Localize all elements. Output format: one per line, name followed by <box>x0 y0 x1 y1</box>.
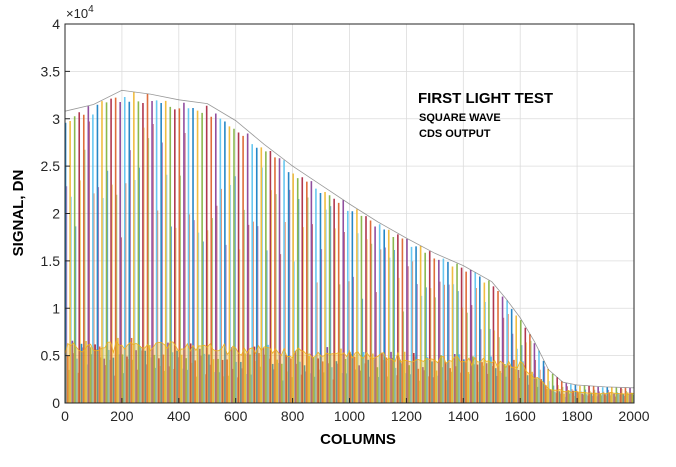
y-exponent-label: ×104 <box>66 4 94 21</box>
x-tick-label: 400 <box>167 408 191 424</box>
annotation-title: FIRST LIGHT TEST <box>418 90 553 107</box>
x-tick-label: 600 <box>224 408 248 424</box>
y-tick-label: 1 <box>52 300 60 316</box>
y-exponent-base: ×10 <box>66 6 88 21</box>
signal-traces <box>64 89 635 404</box>
y-tick-label: 0.5 <box>41 348 61 364</box>
x-tick-label: 1200 <box>391 408 422 424</box>
x-tick-label: 1000 <box>334 408 365 424</box>
x-tick-label: 200 <box>110 408 134 424</box>
y-exponent-power: 4 <box>88 4 94 15</box>
peak-envelope-line <box>64 89 635 389</box>
y-tick-label: 0 <box>52 395 60 411</box>
x-axis-ticks: 0 200 400 600 800 1000 1200 1400 1600 1800 2000 <box>61 398 650 424</box>
x-tick-label: 1400 <box>448 408 479 424</box>
y-tick-label: 3 <box>52 111 60 127</box>
y-tick-label: 2 <box>52 206 60 222</box>
annotation-line-2: CDS OUTPUT <box>419 128 491 140</box>
x-tick-label: 2000 <box>618 408 649 424</box>
low-signal-band <box>64 339 635 404</box>
x-tick-label: 1600 <box>505 408 536 424</box>
y-tick-label: 1.5 <box>41 253 61 269</box>
x-axis-label: COLUMNS <box>320 431 396 448</box>
y-axis-label: SIGNAL, DN <box>10 170 27 257</box>
y-tick-label: 4 <box>52 16 60 32</box>
x-tick-label: 0 <box>61 408 69 424</box>
y-tick-label: 3.5 <box>41 63 61 79</box>
annotation-line-1: SQUARE WAVE <box>419 112 501 124</box>
x-tick-label: 800 <box>281 408 305 424</box>
y-axis-ticks: 0 0.5 1 1.5 2 2.5 3 3.5 4 <box>41 16 70 411</box>
x-tick-label: 1800 <box>562 408 593 424</box>
y-tick-label: 2.5 <box>41 158 61 174</box>
